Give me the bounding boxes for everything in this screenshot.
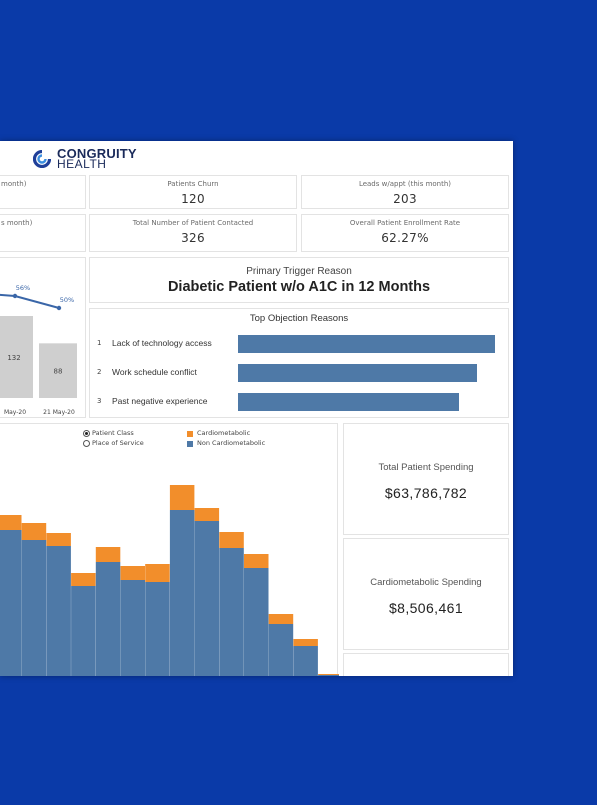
objection-label: Lack of technology access — [112, 338, 212, 348]
legend-item-cardiometabolic: Cardiometabolic — [187, 428, 265, 438]
kpi-value: 120 — [181, 192, 205, 206]
total-spending-value: $63,786,782 — [384, 485, 468, 501]
total-spending-card: Total Patient Spending $63,786,782 — [343, 423, 509, 535]
combo-line-label: 56% — [16, 284, 30, 292]
kpi-value: 62.27% — [381, 231, 429, 245]
stack-bar-cardio — [194, 508, 220, 521]
stack-bar-cardio — [244, 554, 269, 568]
stack-bar-non-cardio — [169, 510, 195, 676]
stack-bar-cardio — [120, 566, 145, 580]
combo-line-point — [12, 293, 18, 299]
stack-bar-non-cardio — [95, 562, 121, 676]
stack-bar-cardio — [293, 639, 318, 646]
objection-rank: 3 — [97, 397, 102, 405]
kpi-label: month) — [1, 180, 27, 188]
spending-card-partial — [343, 653, 509, 676]
radio-selected-icon — [83, 430, 90, 437]
objection-label: Past negative experience — [112, 396, 208, 406]
stack-bar-non-cardio — [194, 521, 220, 676]
objection-bar — [238, 393, 460, 411]
logo-line2: HEALTH — [57, 157, 107, 171]
combo-bar-label: 132 — [7, 354, 20, 362]
combo-bar-label: 88 — [54, 368, 63, 376]
legend-item-non-cardiometabolic: Non Cardiometabolic — [187, 438, 265, 448]
stack-bar-non-cardio — [145, 582, 170, 676]
objection-bar — [238, 335, 495, 353]
cardio-spending-card: Cardiometabolic Spending $8,506,461 — [343, 538, 509, 650]
top-objections-card: Top Objection Reasons 1 Lack of technolog… — [89, 308, 509, 418]
objection-rank: 2 — [97, 368, 102, 376]
kpi-value: 203 — [393, 192, 417, 206]
kpi-label: Overall Patient Enrollment Rate — [349, 219, 461, 227]
kpi-card-leads-appt: Leads w/appt (this month) 203 — [301, 175, 509, 209]
weekly-combo-chart: 132 88 56% 50% May-20 21 May-20 — [0, 284, 77, 416]
combo-bar — [39, 343, 77, 398]
primary-trigger-label: Primary Trigger Reason — [246, 266, 352, 277]
stack-bar-cardio — [318, 674, 339, 675]
kpi-card-patients-contacted: Total Number of Patient Contacted 326 — [89, 214, 297, 252]
dashboard-screenshot: CONGRUITY HEALTH month) Patients Churn 1… — [0, 141, 513, 676]
objection-label: Work schedule conflict — [112, 367, 197, 377]
stack-bar-non-cardio — [318, 675, 339, 676]
stack-bar-cardio — [21, 523, 47, 540]
toggle-option-patient-class[interactable]: Patient Class — [83, 428, 144, 438]
logo-mark-icon — [32, 149, 52, 169]
top-objections-title: Top Objection Reasons — [249, 313, 349, 324]
combo-x-tick: 21 May-20 — [43, 409, 75, 416]
spending-distribution-card: Patient Class Place of Service Cardiomet… — [0, 423, 339, 676]
logo-line1: CONGRUITY — [57, 146, 137, 161]
combo-bar — [0, 316, 33, 398]
kpi-card-patients-churn: Patients Churn 120 — [89, 175, 297, 209]
congruity-health-logo: CONGRUITY HEALTH — [32, 146, 137, 172]
stack-bar-non-cardio — [0, 530, 22, 676]
combo-line-point — [56, 305, 62, 311]
stack-bar-non-cardio — [244, 568, 269, 676]
primary-trigger-value: Diabetic Patient w/o A1C in 12 Months — [167, 279, 431, 295]
cardio-spending-value: $8,506,461 — [388, 600, 464, 616]
stack-bar-cardio — [71, 573, 96, 586]
objection-row: 3 Past negative experience — [90, 393, 508, 411]
stack-bar-cardio — [268, 614, 294, 624]
stack-bar-non-cardio — [268, 624, 294, 676]
kpi-card-partial-1: month) — [0, 175, 86, 209]
kpi-label: Patients Churn — [167, 180, 219, 188]
kpi-card-enrollment-rate: Overall Patient Enrollment Rate 62.27% — [301, 214, 509, 252]
stack-bar-cardio — [46, 533, 71, 546]
patient-class-toggle: Patient Class Place of Service — [83, 428, 144, 448]
total-spending-label: Total Patient Spending — [378, 462, 474, 473]
stack-bar-non-cardio — [21, 540, 47, 676]
cardio-spending-label: Cardiometabolic Spending — [370, 577, 482, 588]
stack-bar-non-cardio — [46, 546, 71, 676]
chart-legend: Cardiometabolic Non Cardiometabolic — [187, 428, 265, 448]
weekly-combo-chart-card: 132 88 56% 50% May-20 21 May-20 — [0, 257, 86, 418]
stack-bar-cardio — [145, 564, 170, 582]
kpi-label: s month) — [1, 219, 33, 227]
combo-line-label: 50% — [60, 296, 74, 304]
stack-bar-cardio — [169, 485, 195, 510]
kpi-label: Total Number of Patient Contacted — [132, 219, 254, 227]
radio-unselected-icon — [83, 440, 90, 447]
combo-line — [0, 293, 60, 309]
stacked-bar-chart — [0, 485, 339, 676]
primary-trigger-card: Primary Trigger Reason Diabetic Patient … — [89, 257, 509, 303]
legend-swatch-orange — [187, 430, 193, 437]
kpi-value: 326 — [181, 231, 205, 245]
combo-x-tick: May-20 — [4, 409, 26, 416]
toggle-option-place-of-service[interactable]: Place of Service — [83, 438, 144, 448]
objection-row: 1 Lack of technology access — [90, 335, 508, 353]
stack-bar-non-cardio — [219, 548, 244, 676]
objection-row: 2 Work schedule conflict — [90, 364, 508, 382]
stack-bar-non-cardio — [71, 586, 96, 676]
stack-bar-non-cardio — [293, 646, 318, 676]
stack-bar-non-cardio — [120, 580, 145, 676]
legend-swatch-blue — [187, 440, 193, 447]
stack-bar-cardio — [219, 532, 244, 548]
stack-bar-cardio — [95, 547, 121, 562]
kpi-card-partial-2: s month) — [0, 214, 86, 252]
stack-bar-cardio — [0, 515, 22, 530]
kpi-label: Leads w/appt (this month) — [358, 180, 452, 188]
objection-bar — [238, 364, 477, 382]
objection-rank: 1 — [97, 339, 102, 347]
